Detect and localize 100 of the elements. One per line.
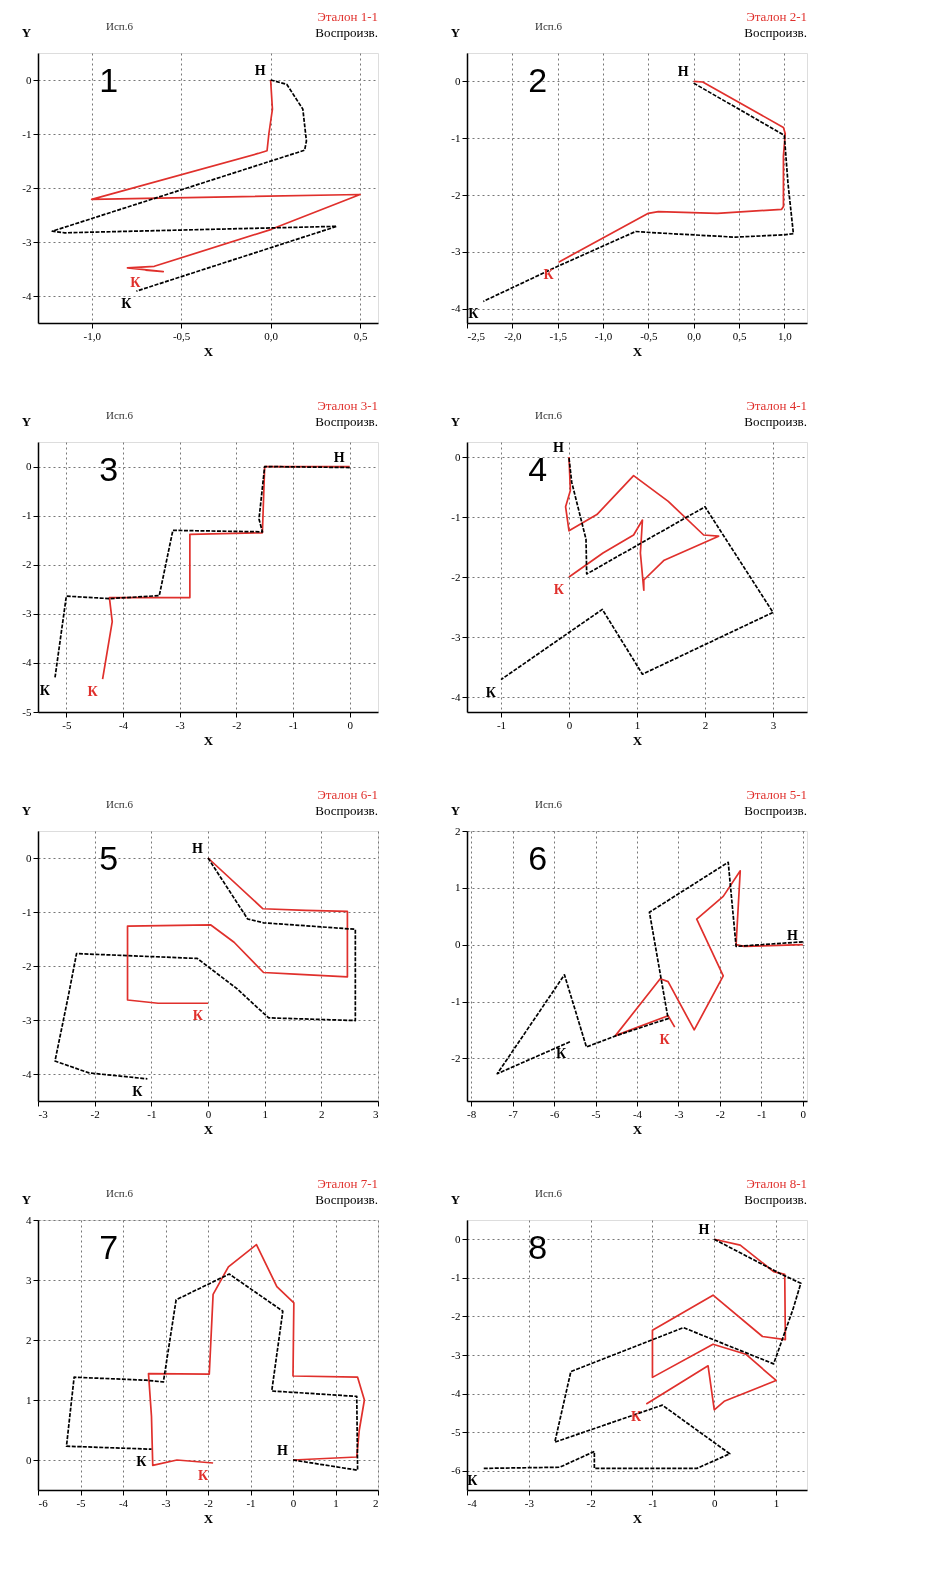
x-tick-label: -4 (632, 1107, 643, 1120)
annotation: К (543, 267, 555, 283)
annotation: К (192, 1008, 204, 1024)
y-tick-label: -2 (451, 188, 461, 201)
annotation: Н (698, 1222, 710, 1238)
y-tick-label: -2 (451, 1309, 461, 1322)
annotation: К (136, 1454, 148, 1470)
text: Эталон 2-1 (746, 9, 807, 24)
y-tick-label: -3 (22, 1013, 32, 1026)
annotation: К (553, 582, 565, 597)
annotation: Н (277, 1443, 289, 1458)
y-tick-label: 0 (26, 851, 32, 864)
text: Воспроизв. (315, 414, 378, 429)
y-tick-label: 1 (455, 881, 461, 894)
annotation: К (555, 1046, 567, 1062)
chart-title: 3 (99, 450, 119, 488)
x-tick-label: -1 (288, 718, 299, 731)
annotation: К (39, 682, 51, 698)
y-axis-title: Y (450, 802, 461, 818)
x-tick-label: 2 (373, 1496, 379, 1509)
y-tick-label: 0 (455, 938, 461, 951)
text: Воспроизв. (744, 1192, 807, 1207)
line-series (500, 457, 774, 681)
x-tick-label: -3 (674, 1107, 685, 1120)
annotation: К (659, 1032, 671, 1048)
text: Эталон 3-1 (317, 398, 378, 413)
y-tick-label: -4 (22, 1067, 32, 1080)
x-tick-label: 0,5 (353, 329, 368, 342)
y-tick-label: -4 (451, 690, 461, 703)
y-tick-label: -2 (22, 558, 32, 571)
chart-subtitle: Исп.6 (106, 1187, 134, 1199)
x-tick-label: 2 (319, 1107, 325, 1120)
chart-title: 2 (528, 61, 548, 99)
annotation: К (121, 296, 133, 312)
annotation: Н (553, 440, 565, 455)
x-tick-label: -2 (203, 1496, 214, 1509)
text: Воспроизв. (315, 25, 378, 40)
chart-subtitle: Исп.6 (535, 1187, 563, 1199)
text: Эталон 5-1 (746, 787, 807, 802)
x-tick-label: -2 (715, 1107, 726, 1120)
x-tick-label: -6 (549, 1107, 560, 1120)
x-tick-label: 3 (373, 1107, 379, 1120)
annotation: Н (786, 927, 798, 943)
x-tick-label: -2 (586, 1496, 596, 1509)
x-tick-label: -3 (524, 1496, 535, 1509)
text: Воспроизв. (744, 25, 807, 40)
y-tick-label: -1 (22, 509, 32, 522)
annotation: К (468, 306, 480, 322)
x-tick-label: -3 (161, 1496, 172, 1509)
y-tick-label: -1 (451, 995, 461, 1008)
x-tick-label: -4 (118, 1496, 129, 1509)
x-tick-label: 0 (347, 718, 354, 731)
annotation: Н (333, 449, 345, 465)
chart-subtitle: Исп.6 (535, 798, 563, 810)
x-tick-label: -3 (175, 718, 186, 731)
x-tick-label: -1 (496, 718, 507, 731)
annotation: К (87, 684, 99, 700)
y-tick-label: 2 (455, 824, 461, 837)
text: Эталон 6-1 (317, 787, 378, 802)
y-axis-title: Y (21, 24, 32, 40)
y-tick-label: 0 (26, 1453, 32, 1466)
chart-subtitle: Исп.6 (535, 409, 563, 421)
x-tick-label: -5 (62, 718, 72, 731)
chart-subtitle: Исп.6 (106, 20, 134, 32)
chart-title: 6 (528, 839, 548, 877)
chart-title: 7 (99, 1228, 119, 1266)
text: Эталон 7-1 (317, 1176, 378, 1191)
line-series (65, 1273, 359, 1472)
annotation: К (467, 1473, 479, 1489)
y-tick-label: -2 (22, 181, 32, 194)
y-tick-label: -3 (22, 607, 32, 620)
chart-subtitle: Исп.6 (106, 798, 134, 810)
chart-subtitle: Исп.6 (535, 20, 563, 32)
x-tick-label: -1 (246, 1496, 256, 1509)
text: Воспроизв. (744, 803, 807, 818)
y-tick-label: -4 (22, 289, 32, 302)
x-tick-label: -1 (757, 1107, 767, 1120)
annotation: Н (677, 64, 689, 80)
chart-title: 5 (99, 839, 119, 877)
y-tick-label: 0 (26, 460, 32, 473)
y-tick-label: -3 (451, 245, 461, 258)
x-tick-label: -1,0 (594, 329, 613, 342)
y-tick-label: -2 (451, 1051, 461, 1064)
annotation: К (485, 684, 497, 700)
y-tick-label: 0 (26, 73, 32, 86)
x-tick-label: -7 (508, 1107, 519, 1120)
x-tick-label: 0 (290, 1496, 297, 1509)
y-tick-label: 0 (455, 74, 461, 87)
x-tick-label: -2,5 (467, 329, 486, 342)
y-tick-label: -1 (451, 131, 461, 144)
y-axis-title: Y (450, 24, 461, 40)
x-tick-label: -1,5 (549, 329, 568, 342)
x-axis-title: X (632, 343, 643, 359)
annotation: К (130, 275, 142, 291)
y-axis-title: Y (450, 1191, 461, 1207)
x-tick-label: -1 (147, 1107, 157, 1120)
line-series (147, 1243, 366, 1467)
x-axis-title: X (203, 1121, 214, 1137)
x-tick-label: 0 (566, 718, 573, 731)
x-tick-label: 1 (773, 1496, 780, 1509)
